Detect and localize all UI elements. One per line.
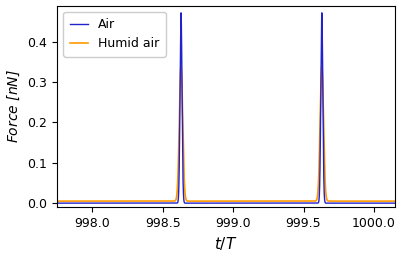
- Humid air: [179, 64, 183, 68]
- Air: [393, 201, 397, 205]
- Air: [179, 11, 183, 14]
- Humid air: [62, 200, 67, 203]
- Air: [361, 201, 366, 205]
- Humid air: [270, 200, 275, 203]
- Legend: Air, Humid air: Air, Humid air: [63, 12, 166, 57]
- Line: Air: Air: [57, 13, 395, 203]
- Air: [376, 201, 381, 205]
- Air: [96, 201, 101, 205]
- X-axis label: $t/T$: $t/T$: [214, 236, 238, 252]
- Y-axis label: Force [$nN$]: Force [$nN$]: [6, 69, 22, 143]
- Humid air: [96, 200, 101, 203]
- Air: [55, 201, 60, 205]
- Humid air: [376, 200, 381, 203]
- Humid air: [233, 200, 237, 203]
- Air: [233, 201, 237, 205]
- Humid air: [55, 200, 60, 203]
- Humid air: [361, 200, 366, 203]
- Air: [62, 201, 67, 205]
- Humid air: [393, 200, 397, 203]
- Line: Humid air: Humid air: [57, 66, 395, 201]
- Air: [270, 201, 275, 205]
